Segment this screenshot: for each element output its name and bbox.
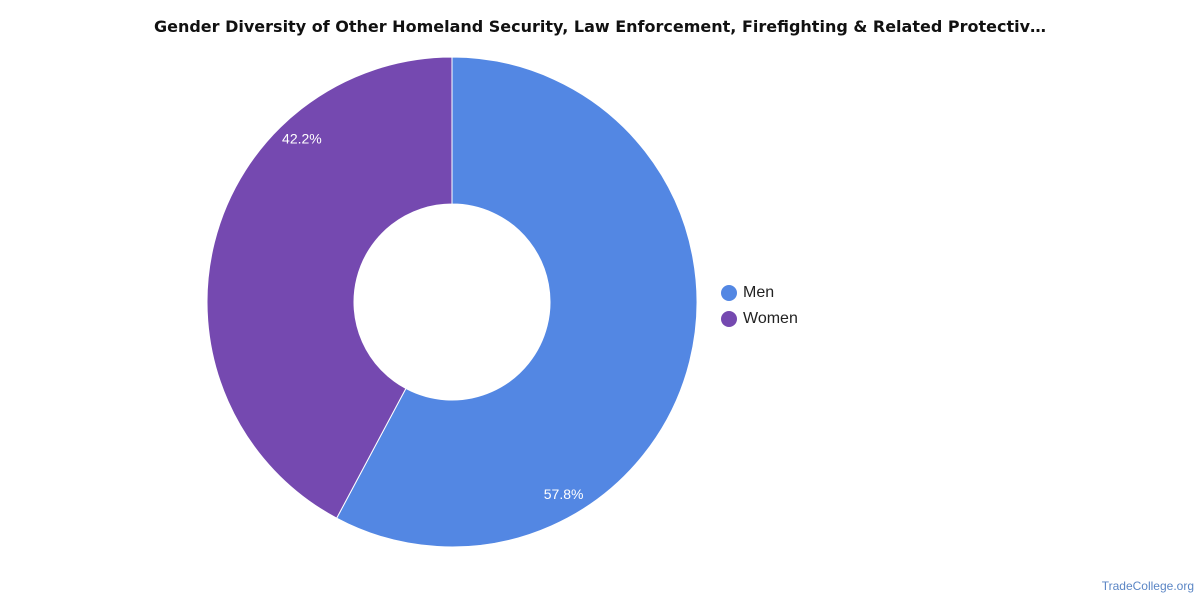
- legend-swatch-women: [721, 311, 737, 327]
- legend-label-men: Men: [743, 284, 775, 301]
- chart-legend: Men Women: [721, 280, 798, 332]
- legend-item-women[interactable]: Women: [721, 306, 798, 332]
- slice-label-women: 42.2%: [282, 130, 322, 146]
- legend-item-men[interactable]: Men: [721, 280, 798, 306]
- legend-swatch-men: [721, 285, 737, 301]
- chart-title: Gender Diversity of Other Homeland Secur…: [153, 17, 1047, 36]
- slice-label-men: 57.8%: [544, 486, 584, 502]
- donut-slices: [206, 56, 698, 548]
- donut-slice-labels: 57.8% 42.2%: [282, 130, 583, 501]
- legend-label-women: Women: [743, 310, 798, 327]
- source-credit[interactable]: TradeCollege.org: [1101, 579, 1194, 593]
- donut-slice-men[interactable]: [336, 56, 698, 548]
- donut-slice-women[interactable]: [206, 56, 453, 519]
